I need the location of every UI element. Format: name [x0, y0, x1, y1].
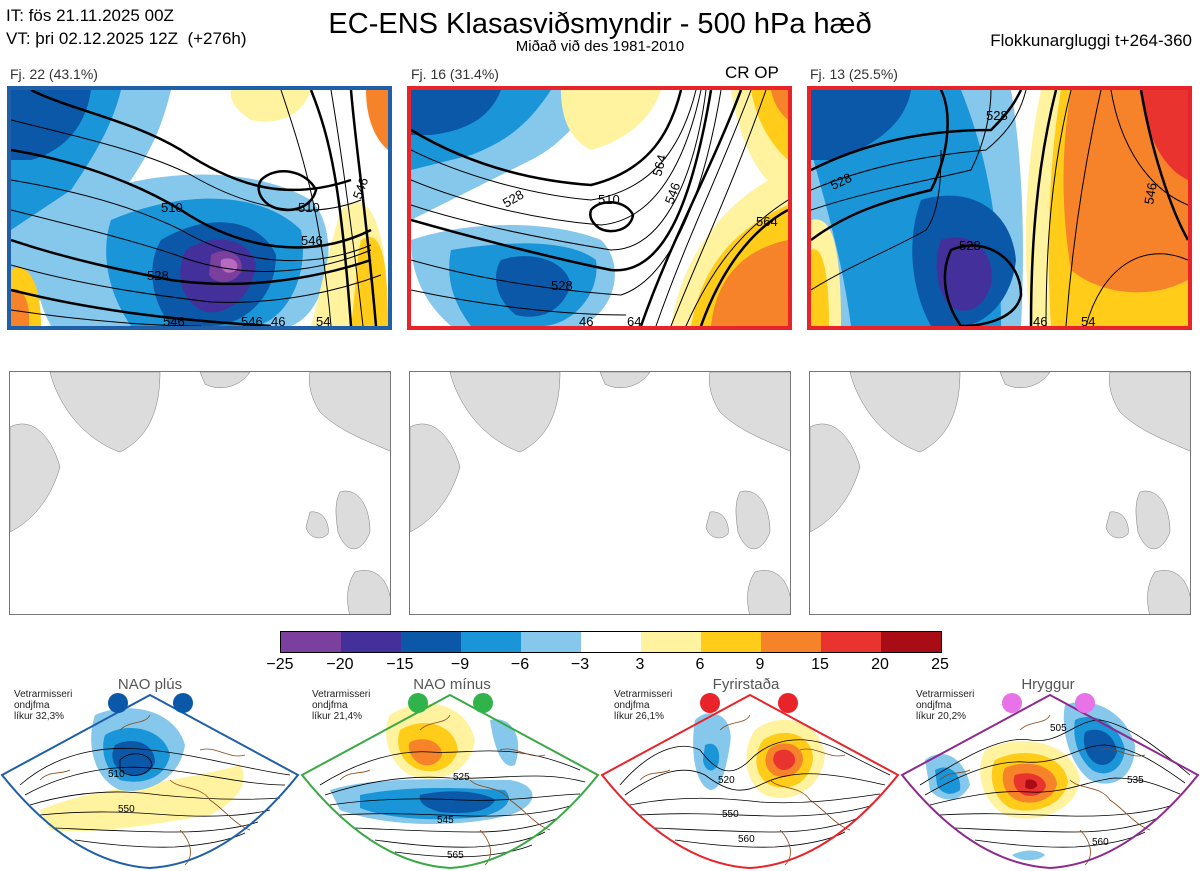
cluster-1-contour-label: 546: [301, 233, 323, 248]
regime-1-dot: [108, 693, 128, 713]
cluster-2-map: 510 528 528 546 564 564 46 64: [407, 86, 792, 330]
regime-1-frame: [0, 693, 300, 870]
page-subtitle: Miðað við des 1981-2010: [515, 38, 685, 55]
regime-4-dot: [1075, 693, 1095, 713]
cluster-2-label: Fj. 16 (31.4%): [411, 66, 499, 82]
regime-4-title: Hryggur: [1021, 676, 1075, 693]
colorbar-swatch: [641, 632, 701, 652]
colorbar-swatch: [341, 632, 401, 652]
colorbar-swatch: [881, 632, 941, 652]
colorbar: [280, 631, 942, 653]
colorbar-label: −9: [450, 656, 470, 673]
colorbar-label: −25: [266, 656, 294, 673]
cluster-3-map: 528 528 528 546 46 54: [807, 86, 1192, 330]
regime-2-dot: [408, 693, 428, 713]
init-time: IT: fös 21.11.2025 00Z: [6, 6, 174, 25]
regime-3-dot: [700, 693, 720, 713]
colorbar-swatch: [581, 632, 641, 652]
regime-4-dot: [1002, 693, 1022, 713]
cluster-2-contour-label: 564: [756, 214, 778, 229]
cluster-1-contour-label: 546: [163, 314, 185, 326]
cluster-3-contour-label: 546: [1141, 182, 1160, 206]
cluster-1-contour-label: 54: [316, 314, 330, 326]
cluster-3-label: Fj. 13 (25.5%): [810, 66, 898, 82]
cluster-2-contour-label: 528: [551, 278, 573, 293]
cluster-1-contour-label: 546: [350, 176, 372, 202]
valid-time: VT: þri 02.12.2025 12Z (+276h): [6, 29, 247, 48]
regime-4-frame: [900, 693, 1200, 870]
regime-3-dot: [778, 693, 798, 713]
regime-3-contour-label: 550: [722, 809, 739, 820]
regime-1-contour-label: 510: [108, 769, 125, 780]
colorbar-label: −20: [326, 656, 354, 673]
colorbar-swatch: [761, 632, 821, 652]
cluster-1-label: Fj. 22 (43.1%): [10, 66, 98, 82]
cluster-1-extra-map: [9, 371, 391, 615]
regime-2-contour-label: 525: [453, 772, 470, 783]
regime-3-note: Vetrarmisseri ondjfma líkur 26,1%: [614, 689, 673, 722]
cluster-3-contour-label: 46: [1033, 314, 1047, 326]
cluster-1-contour-label: 46: [271, 314, 285, 326]
colorbar-label: 20: [871, 656, 889, 673]
cluster-3-contour-label: 54: [1081, 314, 1095, 326]
regime-4-contour-label: 505: [1050, 723, 1067, 734]
regime-2-contour-label: 565: [447, 850, 464, 861]
colorbar-label: 9: [755, 656, 765, 673]
classification-window: Flokkunargluggi t+264-360: [990, 31, 1192, 50]
page-title: EC-ENS Klasasviðsmyndir - 500 hPa hæð: [328, 8, 872, 40]
regime-1-dot: [173, 693, 193, 713]
cluster-2-contour-label: 46: [579, 314, 593, 326]
colorbar-label: −3: [570, 656, 590, 673]
regime-4-contour-label: 560: [1092, 837, 1109, 848]
regime-2-frame: [300, 693, 600, 870]
regime-3-contour-label: 560: [738, 834, 755, 845]
regime-2-note: Vetrarmisseri ondjfma líkur 21,4%: [312, 689, 371, 722]
colorbar-label: 15: [811, 656, 829, 673]
regime-2-title: NAO mínus: [413, 676, 491, 693]
cluster-3-contour-label: 528: [986, 108, 1008, 123]
regime-1-title: NAO plús: [117, 676, 183, 693]
colorbar-label: −15: [386, 656, 414, 673]
colorbar-swatch: [521, 632, 581, 652]
cluster-1-map: 510 510 528 546 546 546 546 54 46: [7, 86, 392, 330]
cluster-2-contour-label: 564: [649, 153, 669, 178]
cluster-2-contour-label: 546: [662, 181, 684, 207]
regime-4-contour-label: 535: [1127, 775, 1144, 786]
regime-2-dot: [473, 693, 493, 713]
colorbar-label: 3: [635, 656, 645, 673]
regime-3-title: Fyrirstaða: [712, 676, 780, 693]
regime-1-map: 510 550: [0, 693, 300, 870]
colorbar-label: 25: [931, 656, 949, 673]
cluster-1-contour-label: 528: [147, 268, 169, 283]
colorbar-swatch: [701, 632, 761, 652]
regime-1-note: Vetrarmisseri ondjfma líkur 32,3%: [14, 689, 73, 722]
regime-1-contour-label: 550: [118, 804, 135, 815]
regime-4-map: 505 535 560: [900, 693, 1200, 870]
regime-4-note: Vetrarmisseri ondjfma líkur 20,2%: [916, 689, 975, 722]
cr-op-tag: CR OP: [725, 63, 779, 82]
cluster-1-contour-label: 510: [298, 200, 320, 215]
forecast-times: IT: fös 21.11.2025 00Z VT: þri 02.12.202…: [6, 4, 247, 50]
colorbar-swatch: [461, 632, 521, 652]
regime-2-contour-label: 545: [437, 815, 454, 826]
cluster-1-contour-label: 510: [161, 200, 183, 215]
cluster-1-contour-label: 546: [241, 314, 263, 326]
regime-3-frame: [600, 693, 900, 870]
cluster-3-extra-map: [809, 371, 1191, 615]
cluster-2-contour-label: 510: [598, 192, 620, 207]
colorbar-swatch: [281, 632, 341, 652]
cluster-2-extra-map: [409, 371, 791, 615]
regime-3-contour-label: 520: [718, 775, 735, 786]
colorbar-swatch: [821, 632, 881, 652]
regime-2-map: 525 545 565: [300, 693, 600, 870]
colorbar-swatch: [401, 632, 461, 652]
colorbar-label: −6: [510, 656, 530, 673]
regime-3-map: 520 550 560: [600, 693, 900, 870]
cluster-2-contour-label: 64: [627, 314, 641, 326]
cluster-3-contour-label: 528: [959, 238, 981, 253]
colorbar-label: 6: [695, 656, 705, 673]
